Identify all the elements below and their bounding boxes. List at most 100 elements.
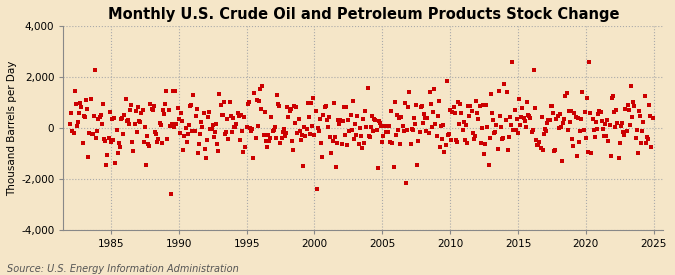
Point bbox=[429, 87, 439, 92]
Point bbox=[277, 130, 288, 134]
Point bbox=[70, 101, 81, 106]
Point bbox=[599, 134, 610, 138]
Point bbox=[518, 116, 529, 120]
Point bbox=[336, 141, 347, 146]
Point bbox=[624, 123, 635, 127]
Point bbox=[450, 111, 460, 115]
Point bbox=[331, 141, 342, 145]
Point bbox=[512, 130, 523, 135]
Point bbox=[432, 113, 443, 118]
Point bbox=[361, 124, 372, 129]
Point bbox=[327, 139, 338, 144]
Point bbox=[272, 93, 283, 97]
Point bbox=[293, 117, 304, 121]
Point bbox=[190, 114, 201, 119]
Point bbox=[325, 135, 335, 139]
Point bbox=[632, 151, 643, 155]
Point bbox=[290, 121, 300, 125]
Point bbox=[534, 140, 545, 144]
Point bbox=[616, 123, 626, 128]
Point bbox=[378, 133, 389, 138]
Point bbox=[313, 126, 323, 130]
Point bbox=[68, 131, 79, 135]
Point bbox=[554, 112, 565, 116]
Point bbox=[348, 137, 359, 141]
Point bbox=[627, 115, 638, 119]
Point bbox=[72, 123, 82, 128]
Point bbox=[425, 101, 436, 106]
Point bbox=[475, 141, 486, 145]
Point bbox=[163, 108, 174, 112]
Point bbox=[292, 131, 303, 136]
Point bbox=[448, 105, 459, 109]
Point bbox=[498, 135, 509, 140]
Point bbox=[95, 115, 105, 120]
Point bbox=[371, 127, 382, 132]
Point bbox=[529, 68, 539, 72]
Point bbox=[578, 128, 589, 132]
Point bbox=[619, 133, 630, 137]
Point bbox=[227, 130, 238, 134]
Point bbox=[589, 128, 599, 132]
Point bbox=[86, 132, 97, 136]
Point bbox=[446, 138, 457, 142]
Point bbox=[493, 89, 504, 93]
Point bbox=[596, 119, 607, 123]
Point bbox=[427, 125, 437, 130]
Point bbox=[355, 134, 366, 139]
Point bbox=[338, 119, 348, 124]
Point bbox=[113, 141, 124, 145]
Point bbox=[465, 104, 476, 108]
Point bbox=[445, 108, 456, 112]
Point bbox=[198, 111, 209, 115]
Point bbox=[120, 97, 131, 101]
Point bbox=[296, 138, 306, 142]
Point bbox=[75, 101, 86, 106]
Point bbox=[539, 131, 549, 136]
Point bbox=[350, 122, 360, 126]
Point bbox=[348, 99, 358, 103]
Point bbox=[271, 136, 281, 140]
Point bbox=[67, 129, 78, 133]
Point bbox=[568, 144, 578, 148]
Point bbox=[182, 131, 193, 136]
Point bbox=[118, 132, 129, 136]
Point bbox=[480, 142, 491, 146]
Point bbox=[132, 104, 143, 109]
Point bbox=[406, 126, 417, 131]
Point bbox=[547, 111, 558, 115]
Point bbox=[571, 154, 582, 158]
Point bbox=[65, 122, 76, 127]
Point bbox=[266, 115, 277, 119]
Point bbox=[527, 128, 538, 133]
Point bbox=[78, 114, 89, 119]
Point bbox=[416, 104, 427, 108]
Point bbox=[413, 139, 424, 143]
Point bbox=[362, 86, 373, 90]
Point bbox=[82, 107, 92, 112]
Point bbox=[76, 105, 87, 109]
Point bbox=[124, 122, 134, 127]
Point bbox=[189, 129, 200, 133]
Point bbox=[234, 114, 244, 118]
Point bbox=[110, 161, 121, 165]
Point bbox=[354, 126, 365, 131]
Point bbox=[66, 111, 77, 115]
Point bbox=[585, 111, 596, 115]
Point bbox=[570, 115, 581, 120]
Point bbox=[591, 120, 601, 125]
Point bbox=[232, 111, 243, 115]
Point bbox=[466, 109, 477, 113]
Point bbox=[125, 108, 136, 112]
Point bbox=[315, 117, 325, 121]
Point bbox=[423, 131, 434, 135]
Point bbox=[544, 117, 555, 122]
Point bbox=[314, 129, 325, 134]
Point bbox=[437, 136, 448, 141]
Point bbox=[540, 127, 551, 132]
Point bbox=[172, 106, 183, 110]
Point bbox=[622, 103, 633, 108]
Point bbox=[261, 145, 272, 149]
Point bbox=[199, 147, 210, 151]
Point bbox=[639, 94, 650, 98]
